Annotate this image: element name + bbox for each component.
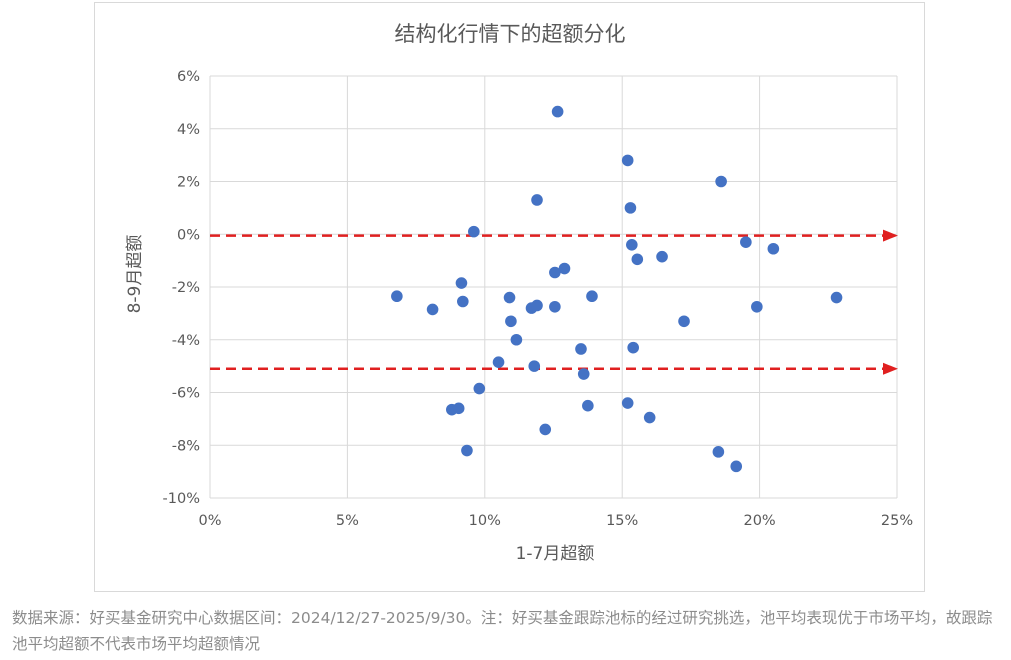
data-point bbox=[582, 399, 594, 412]
tick-labels: 6% 4% 2% 0% -2% -4% -6% -8% -10% 0% 5% 10% 15% 20% 25% bbox=[163, 69, 914, 529]
x-tick-label: 0% bbox=[198, 513, 221, 529]
data-point bbox=[586, 290, 598, 303]
data-point bbox=[678, 315, 690, 328]
data-point bbox=[510, 333, 523, 346]
data-point bbox=[621, 397, 634, 409]
data-point bbox=[549, 300, 561, 313]
data-point bbox=[631, 253, 644, 266]
data-point bbox=[626, 239, 638, 251]
chart-title: 结构化行情下的超额分化 bbox=[395, 22, 626, 46]
data-point bbox=[656, 250, 668, 263]
source-caption: 数据来源：好买基金研究中心数据区间：2024/12/27-2025/9/30。注… bbox=[12, 609, 993, 653]
data-point bbox=[505, 315, 517, 328]
data-point bbox=[503, 291, 516, 304]
x-axis-label: 1-7月超额 bbox=[516, 544, 595, 564]
data-point bbox=[528, 360, 541, 372]
data-point bbox=[624, 202, 637, 214]
data-point bbox=[575, 343, 587, 355]
y-tick-label: -8% bbox=[172, 438, 200, 454]
data-point bbox=[751, 300, 763, 313]
data-point bbox=[549, 266, 561, 279]
scatter-chart: 6% 4% 2% 0% -2% -4% -6% -8% -10% 0% 5% 10% 15% 20% 25%… bbox=[125, 22, 914, 564]
y-tick-label: -10% bbox=[163, 491, 200, 507]
grid-lines bbox=[209, 75, 898, 499]
y-tick-label: -6% bbox=[172, 386, 200, 402]
data-point bbox=[531, 299, 543, 312]
data-point bbox=[643, 411, 656, 424]
data-point bbox=[539, 423, 552, 436]
y-axis-label: 8-9月超额 bbox=[125, 235, 145, 314]
data-point bbox=[627, 341, 639, 354]
x-tick-label: 15% bbox=[606, 513, 638, 529]
data-point bbox=[551, 105, 564, 118]
y-tick-label: 2% bbox=[177, 175, 200, 191]
x-tick-label: 10% bbox=[469, 513, 501, 529]
y-tick-label: 0% bbox=[177, 227, 200, 243]
x-tick-label: 25% bbox=[881, 513, 913, 529]
data-point bbox=[830, 291, 843, 304]
data-point bbox=[455, 277, 468, 289]
data-point bbox=[492, 356, 505, 368]
data-point bbox=[468, 225, 480, 238]
data-point bbox=[452, 402, 465, 415]
chart-frame: 6% 4% 2% 0% -2% -4% -6% -8% -10% 0% 5% 10% 15% 20% 25%… bbox=[94, 2, 925, 592]
data-point bbox=[730, 460, 743, 473]
data-point bbox=[577, 368, 590, 380]
arrow-head-icon bbox=[883, 229, 898, 242]
data-points bbox=[391, 105, 843, 473]
data-point bbox=[426, 303, 439, 316]
data-point bbox=[457, 295, 469, 308]
arrow-head-icon bbox=[883, 362, 898, 375]
data-point bbox=[767, 242, 780, 255]
y-tick-label: 4% bbox=[177, 122, 200, 138]
data-point bbox=[712, 446, 725, 458]
x-tick-label: 5% bbox=[336, 513, 359, 529]
y-tick-label: -2% bbox=[172, 280, 200, 296]
data-point bbox=[558, 262, 571, 275]
y-tick-label: 6% bbox=[177, 69, 200, 85]
data-point bbox=[391, 290, 403, 303]
y-tick-label: -4% bbox=[172, 333, 200, 349]
data-point bbox=[740, 236, 752, 248]
reference-lines bbox=[210, 229, 898, 375]
data-point bbox=[473, 382, 486, 395]
data-point bbox=[715, 175, 727, 188]
data-point bbox=[621, 154, 634, 167]
data-point bbox=[531, 194, 543, 206]
data-point bbox=[461, 444, 473, 457]
x-tick-label: 20% bbox=[743, 513, 775, 529]
